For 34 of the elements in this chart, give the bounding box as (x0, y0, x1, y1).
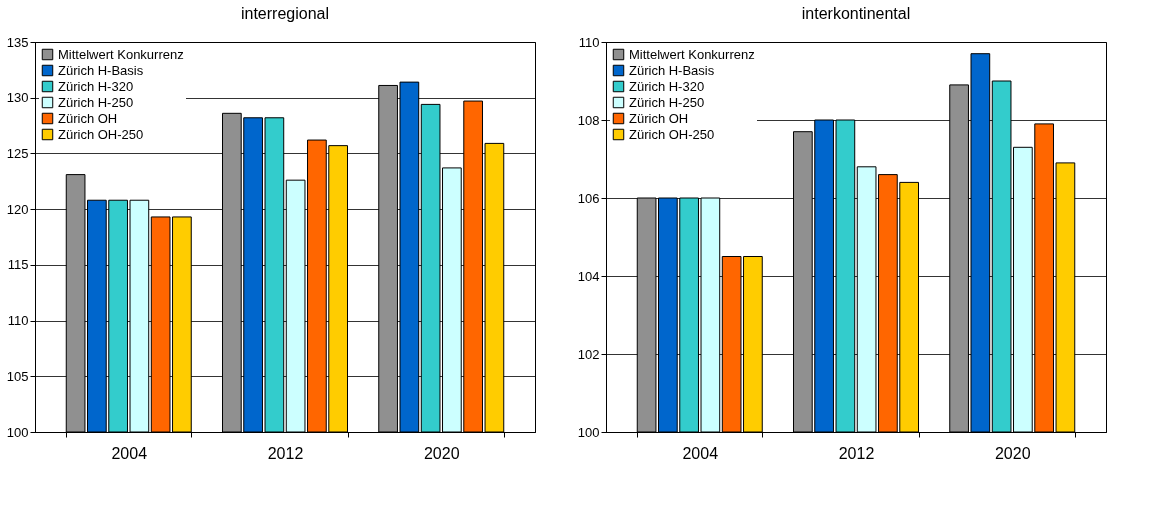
y-tick-label: 104 (577, 268, 600, 284)
y-tick-label: 125 (6, 145, 29, 161)
x-tick-label: 2020 (994, 444, 1031, 462)
legend-label: Zürich OH-250 (629, 126, 715, 142)
y-tick-label: 100 (577, 424, 600, 440)
legend-label: Zürich H-320 (629, 78, 705, 94)
y-tick-label: 100 (6, 424, 29, 440)
y-tick-label: 110 (7, 313, 29, 329)
y-tick-label: 105 (6, 368, 29, 384)
y-tick-label: 108 (577, 112, 600, 128)
legend-label: Zürich OH-250 (58, 126, 144, 142)
legend-label: Zürich H-320 (58, 78, 134, 94)
chart-title: interkontinental (801, 5, 911, 22)
x-tick-label: 2004 (682, 444, 719, 462)
legend-label: Zürich H-Basis (58, 62, 144, 78)
legend-label: Zürich OH (58, 110, 118, 126)
y-tick-label: 130 (6, 90, 29, 106)
legend-label: Zürich H-250 (58, 94, 134, 110)
x-tick-label: 2012 (267, 444, 304, 462)
y-tick-label: 106 (577, 190, 600, 206)
y-tick-label: 120 (6, 201, 29, 217)
legend-label: Zürich H-250 (629, 94, 705, 110)
legend-label: Zürich OH (629, 110, 689, 126)
legend-label: Mittelwert Konkurrenz (58, 46, 184, 62)
chart-title: interregional (240, 5, 330, 22)
legend-label: Zürich H-Basis (629, 62, 715, 78)
y-tick-label: 115 (7, 257, 29, 273)
y-tick-label: 110 (578, 34, 600, 50)
x-tick-label: 2020 (423, 444, 460, 462)
y-tick-label: 135 (6, 34, 29, 50)
x-tick-label: 2012 (838, 444, 875, 462)
x-tick-label: 2004 (111, 444, 148, 462)
y-tick-label: 102 (577, 346, 600, 362)
legend-label: Mittelwert Konkurrenz (629, 46, 755, 62)
